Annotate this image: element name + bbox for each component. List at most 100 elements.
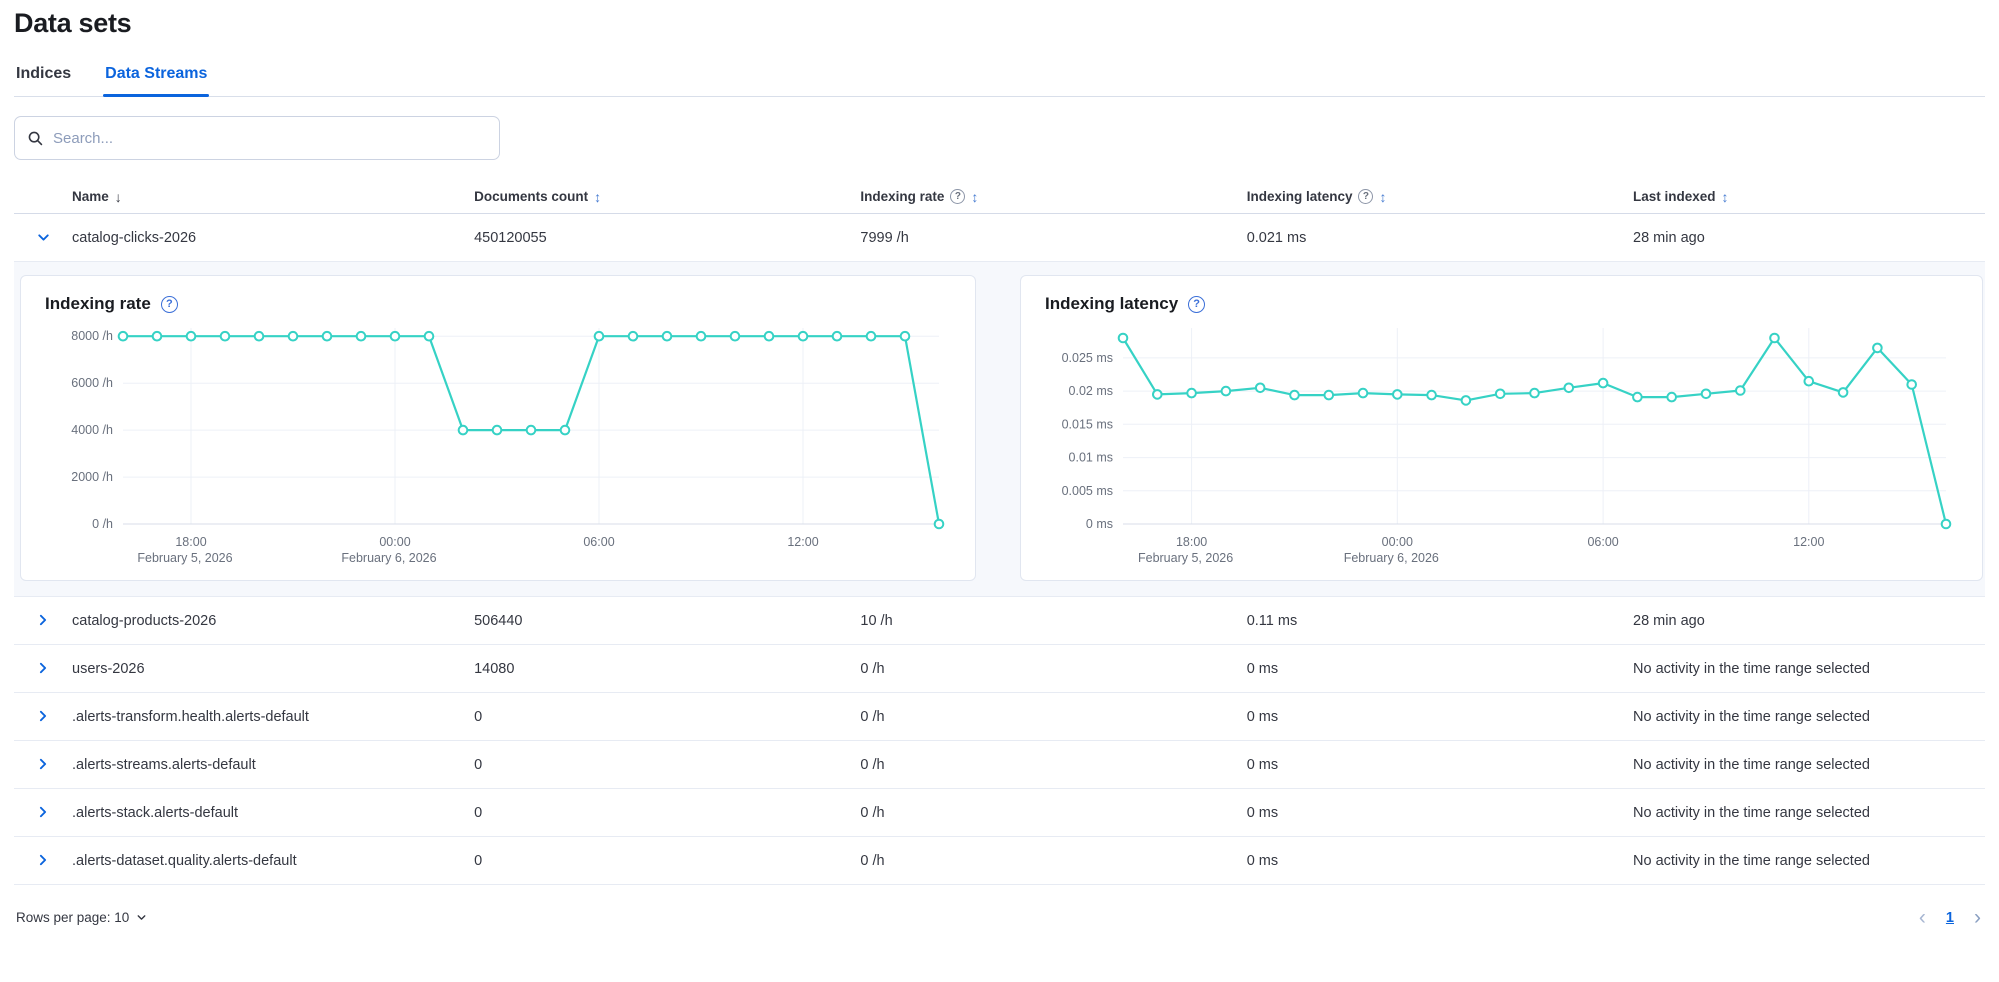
indexing-latency-value: 0.11 ms xyxy=(1246,612,1298,629)
documents-count-value: 450120055 xyxy=(474,229,547,246)
table-row[interactable]: users-2026 14080 0 /h 0 ms No activity i… xyxy=(14,645,1985,693)
table-row[interactable]: .alerts-transform.health.alerts-default … xyxy=(14,693,1985,741)
expand-row-chevron-icon[interactable] xyxy=(35,598,52,644)
last-indexed-value: No activity in the time range selected xyxy=(1633,852,1870,869)
svg-text:6000 /h: 6000 /h xyxy=(71,376,113,390)
expand-row-chevron-icon[interactable] xyxy=(35,790,52,836)
sort-double-arrow-icon[interactable]: ↕ xyxy=(594,188,602,205)
page-number-1[interactable]: 1 xyxy=(1945,909,1954,926)
table-row[interactable]: .alerts-streams.alerts-default 0 0 /h 0 … xyxy=(14,741,1985,789)
svg-text:18:00: 18:00 xyxy=(1176,535,1207,549)
data-stream-name: .alerts-transform.health.alerts-default xyxy=(72,708,309,725)
svg-text:12:00: 12:00 xyxy=(1793,535,1824,549)
sort-double-arrow-icon[interactable]: ↕ xyxy=(1379,188,1387,205)
svg-text:February 5, 2026: February 5, 2026 xyxy=(137,551,232,565)
svg-text:February 5, 2026: February 5, 2026 xyxy=(1138,551,1233,565)
search-input[interactable] xyxy=(53,129,487,147)
tab-data-streams[interactable]: Data Streams xyxy=(103,65,210,97)
indexing-rate-value: 0 /h xyxy=(860,804,885,821)
question-circle-icon[interactable]: ? xyxy=(950,189,966,204)
column-header-last-indexed[interactable]: Last indexed ↕ xyxy=(1633,188,1729,205)
search-box[interactable] xyxy=(14,116,500,160)
svg-text:0.02 ms: 0.02 ms xyxy=(1069,384,1113,398)
expanded-row-panel: Indexing rate ? 0 /h 2000 /h 4000 /h 6000 /… xyxy=(14,262,1985,597)
indexing-rate-card: Indexing rate ? 0 /h 2000 /h 4000 /h 6000 /… xyxy=(20,275,976,581)
indexing-latency-value: 0 ms xyxy=(1246,756,1279,773)
table-row[interactable]: catalog-clicks-2026 450120055 7999 /h 0.… xyxy=(14,214,1985,262)
indexing-latency-value: 0 ms xyxy=(1246,852,1279,869)
data-stream-name: catalog-clicks-2026 xyxy=(72,229,197,246)
column-header-indexing-latency[interactable]: Indexing latency ? ↕ xyxy=(1246,188,1387,205)
expand-row-chevron-icon[interactable] xyxy=(35,694,52,740)
data-stream-name: .alerts-streams.alerts-default xyxy=(72,756,256,773)
documents-count-value: 14080 xyxy=(474,660,515,677)
svg-text:00:00: 00:00 xyxy=(379,535,410,549)
table-footer: Rows per page: 10 ‹ 1 › xyxy=(14,907,1985,928)
svg-text:0.01 ms: 0.01 ms xyxy=(1069,451,1113,465)
svg-text:06:00: 06:00 xyxy=(583,535,614,549)
expand-row-chevron-icon[interactable] xyxy=(35,646,52,692)
expand-row-chevron-icon[interactable] xyxy=(35,838,52,884)
indexing-latency-chart: 0 ms 0.005 ms 0.01 ms 0.015 ms 0.02 ms 0.025 … xyxy=(1041,320,1962,572)
indexing-rate-chart: 0 /h 2000 /h 4000 /h 6000 /h 8000 /h 18:00 Feb… xyxy=(41,320,955,572)
indexing-rate-value: 10 /h xyxy=(860,612,893,629)
sort-double-arrow-icon[interactable]: ↕ xyxy=(971,188,979,205)
indexing-rate-value: 0 /h xyxy=(860,660,885,677)
chevron-down-icon xyxy=(137,915,146,920)
table-row[interactable]: catalog-products-2026 506440 10 /h 0.11 … xyxy=(14,597,1985,645)
svg-text:0.025 ms: 0.025 ms xyxy=(1062,351,1113,365)
last-indexed-value: No activity in the time range selected xyxy=(1633,708,1870,725)
chart-title-indexing-latency: Indexing latency xyxy=(1044,294,1179,313)
indexing-latency-value: 0 ms xyxy=(1246,708,1279,725)
question-circle-icon[interactable]: ? xyxy=(1188,295,1206,313)
data-stream-name: users-2026 xyxy=(72,660,145,677)
documents-count-value: 0 xyxy=(474,708,483,725)
svg-text:8000 /h: 8000 /h xyxy=(71,329,113,343)
table-row[interactable]: .alerts-stack.alerts-default 0 0 /h 0 ms… xyxy=(14,789,1985,837)
documents-count-value: 0 xyxy=(474,804,483,821)
page-title: Data sets xyxy=(14,8,132,38)
column-header-indexing-rate[interactable]: Indexing rate ? ↕ xyxy=(860,188,979,205)
chart-title-indexing-rate: Indexing rate xyxy=(45,294,151,313)
indexing-rate-value: 0 /h xyxy=(860,756,885,773)
last-indexed-value: 28 min ago xyxy=(1633,229,1705,246)
documents-count-value: 506440 xyxy=(474,612,523,629)
svg-text:12:00: 12:00 xyxy=(787,535,818,549)
last-indexed-value: 28 min ago xyxy=(1633,612,1705,629)
data-stream-name: .alerts-stack.alerts-default xyxy=(72,804,239,821)
rows-per-page-button[interactable]: Rows per page: 10 xyxy=(16,910,148,925)
last-indexed-value: No activity in the time range selected xyxy=(1633,660,1870,677)
column-header-name[interactable]: Name ↓ xyxy=(72,188,122,205)
documents-count-value: 0 xyxy=(474,852,483,869)
indexing-rate-value: 0 /h xyxy=(860,852,885,869)
last-indexed-value: No activity in the time range selected xyxy=(1633,804,1870,821)
svg-text:0 /h: 0 /h xyxy=(92,517,113,531)
column-header-documents-count[interactable]: Documents count ↕ xyxy=(474,188,602,205)
svg-text:18:00: 18:00 xyxy=(175,535,206,549)
question-circle-icon[interactable]: ? xyxy=(160,295,178,313)
question-circle-icon[interactable]: ? xyxy=(1358,189,1374,204)
sort-double-arrow-icon[interactable]: ↕ xyxy=(1721,188,1729,205)
pagination: ‹ 1 › xyxy=(1919,907,1981,928)
indexing-latency-value: 0 ms xyxy=(1246,660,1279,677)
svg-text:00:00: 00:00 xyxy=(1382,535,1413,549)
next-page-button[interactable]: › xyxy=(1974,906,1981,929)
indexing-latency-card: Indexing latency ? 0 ms 0.005 ms 0.01 ms 0.… xyxy=(1019,275,1983,581)
collapse-row-chevron-icon[interactable] xyxy=(20,229,66,246)
sort-arrow-down-icon[interactable]: ↓ xyxy=(114,188,122,205)
indexing-rate-value: 0 /h xyxy=(860,708,885,725)
svg-text:06:00: 06:00 xyxy=(1587,535,1618,549)
svg-text:4000 /h: 4000 /h xyxy=(71,423,113,437)
svg-text:0.005 ms: 0.005 ms xyxy=(1062,484,1113,498)
data-stream-name: catalog-products-2026 xyxy=(72,612,217,629)
indexing-rate-value: 7999 /h xyxy=(860,229,909,246)
previous-page-button[interactable]: ‹ xyxy=(1918,906,1926,929)
indexing-latency-value: 0 ms xyxy=(1246,804,1279,821)
tab-indices[interactable]: Indices xyxy=(16,65,72,82)
tab-bar: Indices Data Streams xyxy=(14,65,1985,97)
svg-text:February 6, 2026: February 6, 2026 xyxy=(341,551,436,565)
table-row[interactable]: .alerts-dataset.quality.alerts-default 0… xyxy=(14,837,1985,885)
page: Data sets Indices Data Streams Name ↓ Do… xyxy=(14,8,1985,928)
expand-row-chevron-icon[interactable] xyxy=(35,742,52,788)
svg-text:February 6, 2026: February 6, 2026 xyxy=(1344,551,1439,565)
